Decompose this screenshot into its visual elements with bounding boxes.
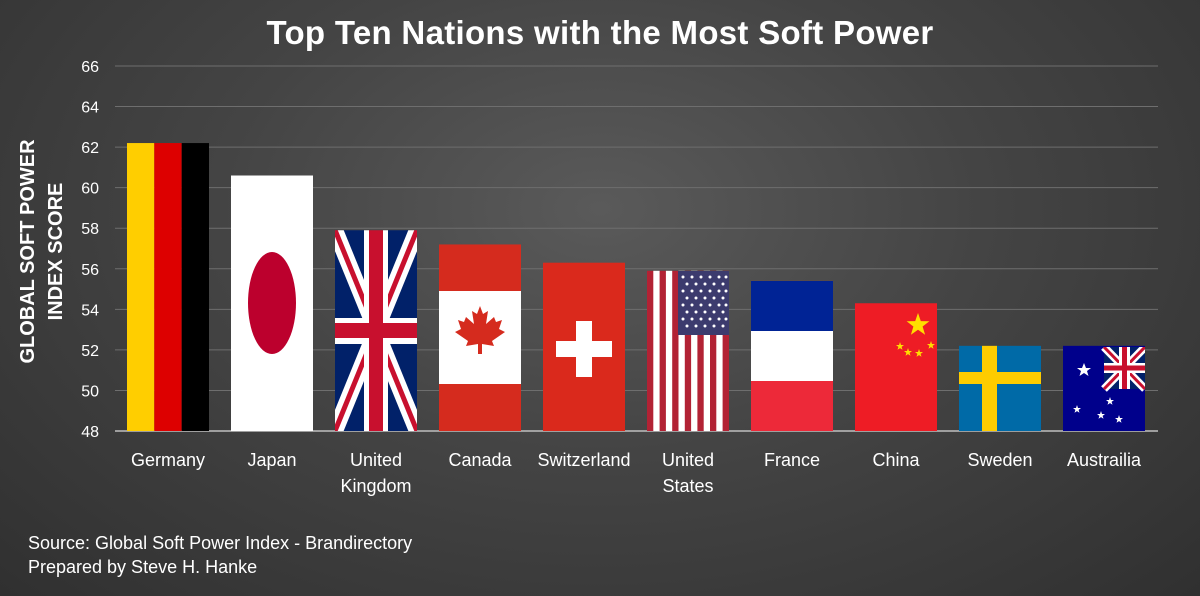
x-tick-label: Canada	[448, 450, 512, 470]
bars	[127, 143, 1145, 432]
y-tick-label: 60	[81, 181, 99, 198]
bar-japan	[231, 175, 313, 431]
author-credit: Prepared by Steve H. Hanke	[28, 557, 258, 577]
bar-germany	[127, 143, 209, 432]
bar-united-kingdom	[335, 230, 417, 431]
y-tick-label: 54	[81, 302, 99, 319]
bar-sweden	[959, 345, 1041, 431]
x-tick-label: China	[872, 450, 920, 470]
x-tick-label: United Kingdom	[340, 450, 411, 496]
y-axis-label-line: INDEX SCORE	[45, 183, 67, 321]
bar-united-states	[647, 270, 729, 431]
x-axis-labels: Germany Japan United Kingdom Canada Switzerla…	[131, 450, 1142, 496]
y-axis-title: GLOBAL SOFT POWER INDEX SCORE	[17, 139, 67, 364]
source-credit: Source: Global Soft Power Index - Brandi…	[28, 533, 413, 553]
bar-canada	[439, 244, 521, 431]
x-tick-label: Austrailia	[1067, 450, 1142, 470]
y-tick-label: 52	[81, 343, 99, 360]
x-tick-label: Japan	[247, 450, 296, 470]
bar-australia	[1063, 345, 1145, 431]
x-tick-label: Sweden	[967, 450, 1032, 470]
y-axis-ticks: 48 50 52 54 56 58 60 62 64 66	[81, 59, 99, 441]
y-tick-label: 50	[81, 383, 99, 400]
y-tick-label: 56	[81, 262, 99, 279]
y-tick-label: 66	[81, 59, 99, 76]
x-tick-label: Germany	[131, 450, 205, 470]
bar-china	[855, 303, 937, 431]
y-tick-label: 62	[81, 140, 99, 157]
y-tick-label: 48	[81, 424, 99, 441]
x-tick-label: United States	[662, 450, 714, 496]
bar-switzerland	[543, 262, 625, 431]
y-tick-label: 58	[81, 221, 99, 238]
x-tick-label: France	[764, 450, 820, 470]
y-tick-label: 64	[81, 100, 99, 117]
x-tick-label: Switzerland	[537, 450, 630, 470]
chart-title: Top Ten Nations with the Most Soft Power	[266, 14, 934, 51]
y-axis-label-line: GLOBAL SOFT POWER	[17, 139, 39, 364]
bar-france	[751, 280, 833, 431]
